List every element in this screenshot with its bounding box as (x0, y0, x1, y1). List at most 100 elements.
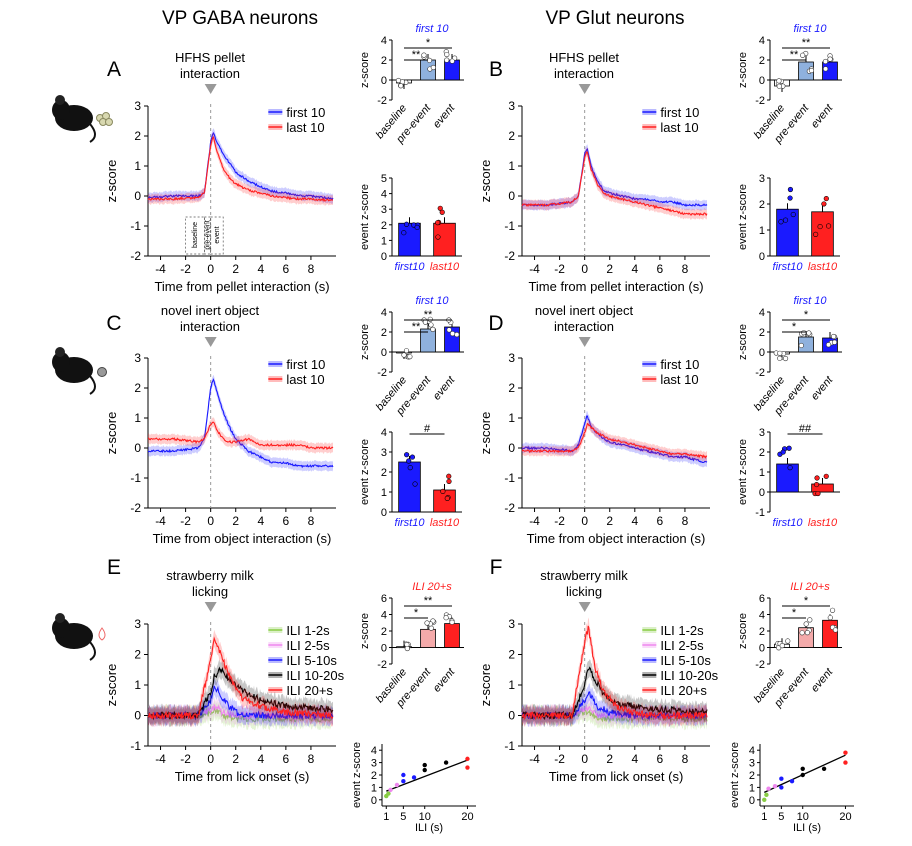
data-point (398, 83, 404, 89)
scatter-y-tick-label: 4 (371, 745, 377, 757)
scatter-y-tick-label: 1 (371, 782, 377, 794)
data-point (779, 643, 785, 649)
x-tick-label: 4 (631, 262, 638, 276)
bar-y-axis-label: event z-score (737, 439, 749, 505)
scatter-point (465, 765, 470, 770)
x-tick-label: 2 (232, 752, 239, 766)
data-point (823, 473, 829, 479)
bar-y-axis-label: z-score (359, 324, 371, 360)
series-sem-band (148, 128, 333, 205)
data-point (412, 481, 418, 487)
bar-y-tick-label: 1 (381, 487, 387, 499)
legend-entry: first 10 (286, 357, 325, 372)
mouse-head (52, 352, 70, 372)
bar (420, 628, 436, 648)
data-point (430, 64, 436, 71)
x-tick-label: -4 (529, 514, 540, 528)
y-tick-label: -1 (130, 739, 141, 753)
bar-y-tick-label: 0 (759, 251, 765, 263)
x-tick-label: 2 (606, 262, 613, 276)
data-point (803, 621, 809, 627)
milk-drop-icon (98, 627, 106, 641)
x-tick-label: 6 (657, 262, 664, 276)
bar-y-axis-label: event z-score (359, 184, 371, 250)
mouse-head (52, 100, 70, 120)
data-point (409, 454, 416, 460)
scatter-x-tick-label: 10 (797, 811, 809, 823)
legend-entry: first 10 (660, 357, 699, 372)
legend-entry: ILI 10-20s (286, 668, 344, 683)
data-point (449, 331, 456, 337)
data-point (777, 350, 783, 356)
y-tick-label: 3 (134, 617, 141, 631)
data-point (790, 211, 796, 218)
bar-y-tick-label: 1 (381, 235, 387, 247)
bar-category-label: last10 (430, 517, 460, 529)
bar-y-tick-label: 3 (759, 173, 765, 185)
legend-entry: last 10 (286, 372, 324, 387)
data-point (428, 322, 434, 328)
scatter-point (800, 766, 805, 771)
x-tick-label: -4 (529, 752, 540, 766)
x-tick-label: 2 (232, 514, 239, 528)
data-point (782, 355, 789, 362)
event-arrow-icon (204, 337, 217, 347)
sig-label: * (792, 321, 797, 333)
scatter-y-tick-label: 3 (749, 758, 755, 770)
bar-y-tick-label: -2 (755, 95, 765, 107)
series-sem-band (148, 374, 333, 472)
y-tick-label: 2 (134, 129, 141, 143)
scatter-point (821, 766, 827, 771)
bar-y-tick-label: 4 (381, 427, 387, 439)
event-arrow-icon (204, 602, 217, 612)
data-point (449, 619, 455, 625)
x-tick-label: 8 (308, 752, 315, 766)
bar-y-tick-label: -2 (377, 95, 387, 107)
panel-title-line2: interaction (180, 66, 240, 81)
legend-entry: ILI 10-20s (660, 668, 718, 683)
data-point (440, 488, 446, 494)
panel-letter-A: A (107, 58, 121, 81)
mouse-ear (55, 613, 65, 623)
data-point (827, 56, 833, 62)
data-point (800, 52, 806, 58)
data-point (806, 330, 812, 336)
pellet-icon (105, 118, 113, 126)
legend-entry: last 10 (660, 372, 698, 387)
x-tick-label: -2 (180, 514, 191, 528)
bar-y-tick-label: 3 (759, 427, 765, 439)
y-tick-label: 1 (508, 411, 515, 425)
sig-label: * (414, 607, 419, 619)
y-tick-label: 0 (134, 709, 141, 723)
x-tick-label: 2 (232, 262, 239, 276)
bar-y-tick-label: 2 (381, 55, 387, 67)
event-arrow-icon (578, 337, 591, 347)
data-point (787, 465, 793, 471)
scatter-point (388, 787, 393, 793)
bar-y-tick-label: 1 (759, 225, 765, 237)
scatter-point (843, 750, 848, 755)
y-tick-label: 1 (134, 678, 141, 692)
panel-title-line1: HFHS pellet (175, 50, 245, 65)
x-axis-label: Time from object interaction (s) (527, 531, 706, 546)
bar-category-label: last10 (808, 517, 838, 529)
y-tick-label: 2 (508, 381, 515, 395)
x-tick-label: -4 (155, 262, 166, 276)
data-point (446, 478, 452, 485)
data-point (799, 630, 805, 636)
y-axis-label: z-score (478, 160, 493, 203)
data-point (814, 475, 820, 481)
panel-title-line2: interaction (180, 319, 240, 334)
series-line (147, 636, 334, 721)
bar-y-tick-label: 2 (381, 626, 387, 638)
bar-chart-title: first 10 (415, 23, 449, 35)
x-tick-label: 0 (207, 262, 214, 276)
panel-letter-C: C (106, 312, 121, 335)
series-line (147, 378, 334, 469)
y-tick-label: 2 (508, 129, 515, 143)
bar-y-tick-label: -2 (755, 659, 765, 671)
scatter-point (401, 772, 406, 778)
y-tick-label: 0 (508, 709, 515, 723)
panel-title-line2: interaction (554, 66, 614, 81)
x-tick-label: -2 (554, 514, 565, 528)
